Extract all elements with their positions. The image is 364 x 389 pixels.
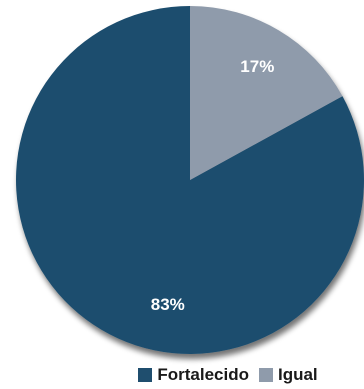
legend-swatch-fortalecido <box>138 368 153 382</box>
legend-swatch-igual <box>258 368 273 382</box>
legend-label-igual: Igual <box>277 365 318 384</box>
pie-plot-area: 83% 17% <box>15 5 364 354</box>
legend-label-fortalecido: Fortalecido <box>157 365 249 384</box>
legend: Fortalecido Igual <box>0 364 364 386</box>
data-label-igual: 17% <box>240 57 274 76</box>
legend-item-igual: Igual <box>258 365 318 385</box>
legend-item-fortalecido: Fortalecido <box>46 365 249 385</box>
pie-slice-igual <box>190 5 343 180</box>
data-label-fortalecido: 83% <box>151 295 185 314</box>
pie-slice-fortalecido <box>15 6 364 354</box>
